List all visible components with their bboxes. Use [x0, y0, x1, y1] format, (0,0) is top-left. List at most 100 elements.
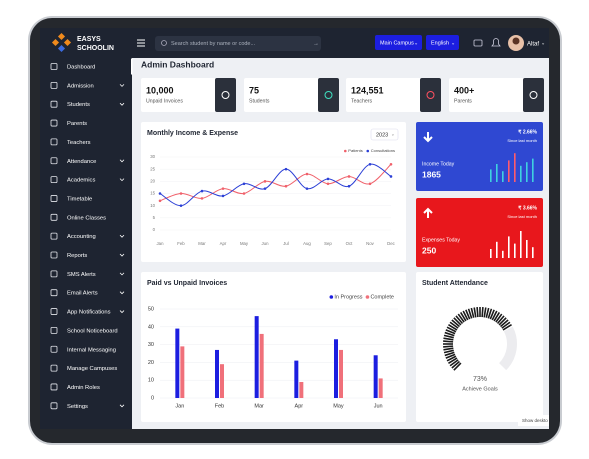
gauge-tick: [446, 326, 457, 333]
language-button[interactable]: English ⌄: [426, 35, 459, 50]
card-icon-box: [420, 78, 441, 112]
sidebar-item[interactable]: Reports: [50, 251, 125, 259]
icon: [50, 195, 58, 202]
y-tick-label: 20: [148, 360, 154, 366]
sparkbar: [532, 247, 534, 258]
sidebar-item[interactable]: School Noticeboard: [50, 326, 118, 334]
arrow-icon: [423, 132, 433, 143]
card-title: Paid vs Unpaid Invoices: [147, 280, 227, 287]
card-label: Expenses Today: [422, 237, 460, 243]
x-tick-label: Jan: [157, 241, 165, 246]
chevron: [119, 272, 125, 276]
sidebar-item[interactable]: Dashboard: [50, 58, 133, 75]
icon: [221, 91, 230, 99]
gauge-tick: [455, 315, 464, 324]
icon: [50, 63, 58, 70]
y-tick-label: 0: [153, 227, 156, 232]
menu-toggle[interactable]: [137, 39, 145, 47]
sidebar-item[interactable]: Parents: [50, 119, 87, 127]
user-menu[interactable]: Altaf ⌄: [508, 35, 545, 51]
card-icon-box: [318, 78, 339, 112]
notifications-icon[interactable]: [491, 38, 501, 47]
point: [158, 192, 162, 195]
chevron: [119, 102, 125, 106]
messages-icon[interactable]: [473, 39, 483, 47]
note: Since last month: [507, 214, 537, 219]
sidebar-item[interactable]: Timetable: [50, 195, 92, 202]
sidebar-item[interactable]: Students: [50, 100, 125, 108]
icon: [50, 81, 58, 89]
content: Dashboard Admission Students Parents Teacher…: [50, 58, 544, 422]
search-box[interactable]: Search student by name or code... →: [155, 36, 321, 51]
sidebar-item[interactable]: Settings: [50, 402, 125, 410]
icon: [50, 213, 58, 221]
x-tick-label: Mar: [254, 403, 264, 409]
gauge-tick: [444, 331, 455, 337]
sidebar-item[interactable]: Academics: [50, 176, 125, 184]
sidebar-label: Students: [67, 102, 90, 108]
chevron: [119, 404, 125, 408]
note: Since last month: [507, 138, 537, 143]
sidebar-item[interactable]: Admission: [50, 81, 125, 89]
bar: [180, 346, 185, 398]
sidebar-item[interactable]: Admin Roles: [50, 383, 100, 391]
sidebar-item[interactable]: Attendance: [50, 157, 125, 165]
point: [242, 182, 246, 186]
sidebar-item[interactable]: Online Classes: [50, 213, 106, 221]
point: [305, 172, 309, 176]
card-title: Student Attendance: [422, 280, 488, 287]
gauge-tick: [448, 323, 458, 331]
y-tick-label: 0: [151, 395, 154, 401]
sidebar-item[interactable]: Accounting: [50, 232, 125, 240]
bar: [378, 378, 383, 398]
gauge-tick: [487, 308, 493, 319]
legend-swatch: [329, 295, 334, 299]
sidebar-item[interactable]: Manage Campuses: [50, 364, 117, 372]
arrow-icon: [423, 207, 433, 218]
gauge-tick: [445, 329, 456, 335]
sparkbar: [490, 249, 492, 258]
legend-label: Complete: [370, 294, 394, 300]
sidebar-label: Internal Messaging: [67, 347, 116, 353]
chevron: [119, 291, 125, 295]
page-title: Admin Dashboard: [141, 59, 214, 69]
sidebar-label: App Notifications: [67, 310, 111, 316]
icon: [50, 364, 58, 372]
gauge-tick: [446, 355, 457, 362]
sidebar-item[interactable]: App Notifications: [50, 308, 125, 316]
show-desktop[interactable]: Show deskto: [522, 418, 548, 423]
gauge-tick: [449, 359, 459, 367]
campus-button[interactable]: Main Campus ⌄: [375, 35, 422, 50]
card: [449, 78, 544, 112]
sparkbar: [496, 241, 498, 258]
sidebar-item[interactable]: Internal Messaging: [50, 345, 116, 353]
chevron: [119, 84, 125, 87]
legend-swatch: [366, 149, 370, 153]
select-box: [370, 128, 399, 141]
gauge-tick: [443, 349, 454, 354]
y-tick-label: 5: [153, 215, 156, 220]
point: [221, 187, 225, 190]
sidebar-item[interactable]: SMS Alerts: [50, 270, 125, 278]
legend-label: Consultations: [371, 148, 395, 153]
sidebar-item[interactable]: Teachers: [50, 138, 91, 146]
icon: [50, 119, 58, 127]
sidebar-item[interactable]: Email Alerts: [50, 289, 125, 297]
card: [416, 122, 543, 191]
icon: [50, 157, 58, 165]
card: [346, 78, 441, 112]
x-tick-label: Sep: [324, 241, 332, 246]
tooltip: [518, 415, 549, 426]
year-select[interactable]: 2023 ⌄: [370, 128, 399, 141]
legend-label: Patients: [348, 148, 362, 153]
y-tick-label: 25: [150, 166, 155, 171]
stat-label: Teachers: [351, 98, 372, 104]
gauge-tick: [496, 315, 505, 324]
sparkbar: [520, 231, 522, 258]
sidebar-label: Parents: [67, 121, 87, 127]
gauge-tick: [491, 310, 498, 321]
user-name: Altaf: [527, 42, 539, 48]
gauge-tick: [443, 337, 454, 341]
icon: [50, 402, 58, 410]
sparkbar: [490, 169, 492, 182]
